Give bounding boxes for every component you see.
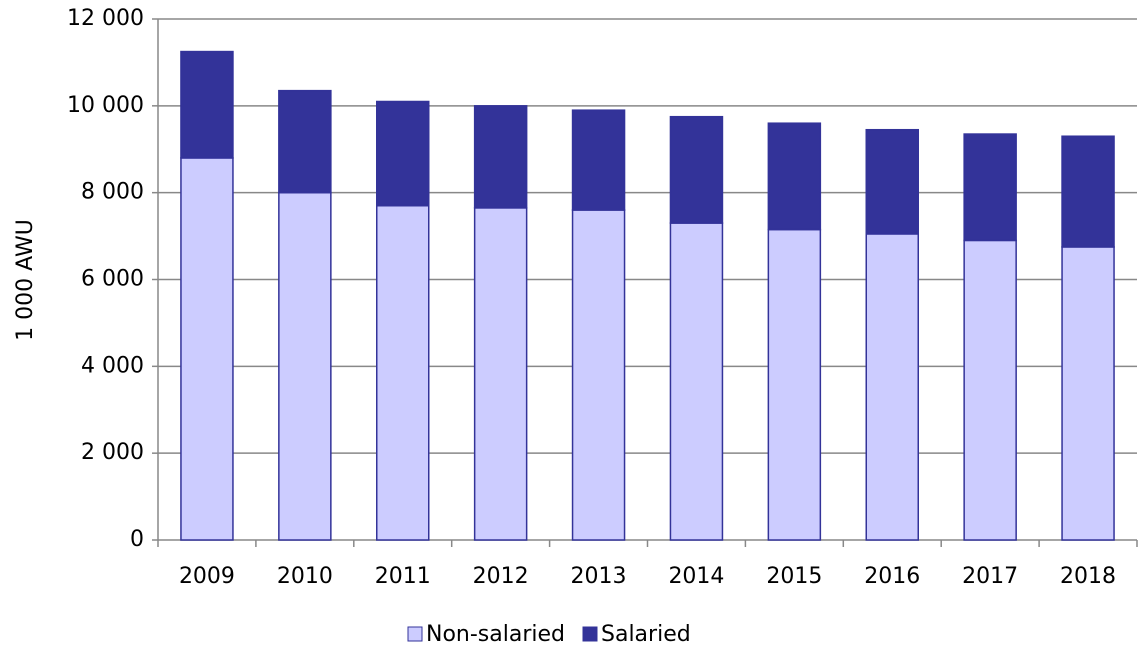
y-axis-label: 1 000 AWU [13, 219, 38, 341]
legend-swatch [407, 626, 423, 642]
bar-segment [669, 115, 724, 224]
legend-label: Non-salaried [426, 622, 565, 647]
x-tick-label: 2017 [962, 564, 1018, 589]
x-tick-label: 2012 [473, 564, 529, 589]
x-tick-label: 2014 [668, 564, 724, 589]
bar-segment [571, 209, 626, 541]
bar-segment [180, 157, 234, 541]
bar-segment [767, 122, 822, 231]
y-tick-label: 10 000 [67, 93, 144, 118]
bar-segment [963, 133, 1017, 242]
bar-segment [278, 89, 332, 194]
x-tick-label: 2013 [571, 564, 627, 589]
bar-segment [669, 222, 724, 541]
bar-segment [571, 109, 626, 211]
legend-swatch [582, 626, 598, 642]
bar-segment [865, 233, 919, 541]
y-tick-label: 2 000 [81, 440, 144, 465]
bar-segment [865, 128, 919, 235]
bar-segment [963, 239, 1017, 541]
bar-segment [473, 207, 528, 541]
y-tick-label: 4 000 [81, 353, 144, 378]
bar-segment [473, 105, 528, 209]
bar-segment [376, 100, 430, 207]
x-tick-label: 2011 [375, 564, 431, 589]
y-tick-label: 12 000 [67, 6, 144, 31]
y-tick-label: 0 [130, 527, 144, 552]
legend-label: Salaried [601, 622, 691, 647]
bar-segment [1061, 135, 1115, 248]
x-tick-label: 2018 [1060, 564, 1116, 589]
x-tick-label: 2015 [766, 564, 822, 589]
y-tick-label: 6 000 [81, 267, 144, 292]
x-tick-label: 2010 [277, 564, 333, 589]
x-tick-label: 2009 [179, 564, 235, 589]
bar-segment [376, 204, 430, 541]
bar-segment [1061, 246, 1115, 541]
x-tick-label: 2016 [864, 564, 920, 589]
bar-segment [767, 228, 822, 541]
y-tick-label: 8 000 [81, 180, 144, 205]
bar-segment [180, 50, 234, 159]
bar-segment [278, 191, 332, 541]
